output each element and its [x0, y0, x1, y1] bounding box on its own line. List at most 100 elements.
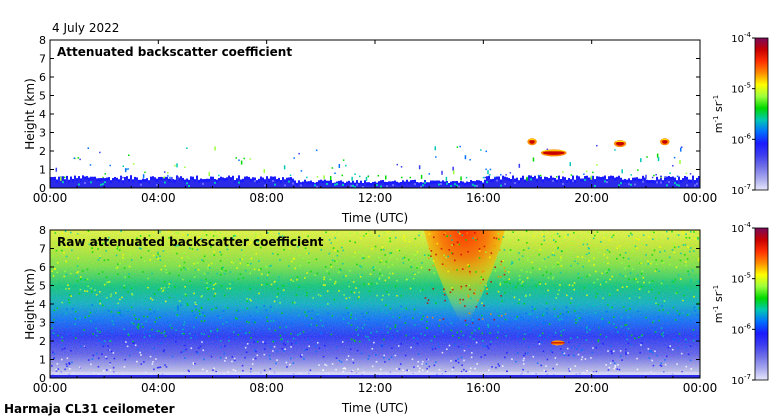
noise-pixel — [384, 361, 386, 363]
noise-pixel — [315, 258, 318, 261]
noise-pixel — [183, 261, 186, 264]
noise-pixel — [400, 324, 403, 326]
noise-pixel — [581, 317, 584, 320]
x-tick-label: 08:00 — [249, 191, 284, 205]
y-tick-label: 7 — [39, 53, 46, 66]
noise-pixel — [102, 342, 105, 345]
noise-pixel — [374, 245, 377, 248]
noise-pixel — [80, 279, 83, 282]
noise-pixel — [599, 333, 602, 336]
bl-column — [650, 179, 652, 188]
noise-pixel — [637, 310, 640, 313]
bl-edge — [140, 179, 142, 183]
bl-speck — [438, 183, 440, 186]
noise-pixel — [640, 272, 643, 275]
noise-pixel — [208, 267, 211, 269]
noise-pixel — [681, 230, 684, 233]
bl-column — [490, 179, 492, 188]
noise-pixel — [313, 320, 316, 323]
noise-pixel — [467, 264, 469, 266]
noise-pixel — [560, 259, 562, 261]
noise-pixel — [339, 269, 342, 272]
bl-speck — [350, 184, 352, 187]
noise-pixel — [333, 282, 336, 285]
bl-column — [128, 178, 130, 188]
noise-pixel — [108, 307, 111, 309]
bl-column — [548, 178, 550, 188]
noise-pixel — [561, 250, 563, 252]
bl-edge — [138, 179, 140, 183]
noise-pixel — [495, 237, 498, 240]
noise-pixel — [159, 259, 162, 262]
echo-speck — [480, 149, 482, 151]
noise-pixel — [516, 335, 519, 338]
noise-pixel — [451, 288, 454, 291]
noise-pixel — [661, 260, 663, 262]
noise-pixel — [220, 290, 222, 293]
noise-pixel — [457, 231, 460, 233]
bl-speck — [356, 183, 358, 186]
bl-edge — [86, 176, 88, 180]
x-tick-label: 20:00 — [574, 381, 609, 395]
bl-edge — [366, 182, 368, 186]
noise-pixel — [382, 248, 385, 251]
noise-pixel — [607, 350, 609, 352]
noise-pixel — [223, 237, 226, 239]
noise-pixel — [687, 353, 690, 356]
noise-pixel — [231, 290, 234, 292]
noise-pixel — [56, 261, 59, 264]
noise-pixel — [242, 277, 245, 279]
noise-pixel — [253, 341, 256, 343]
bl-speck — [104, 181, 106, 184]
echo-speck — [186, 147, 188, 149]
noise-pixel — [55, 368, 58, 371]
noise-pixel — [645, 244, 648, 246]
noise-pixel — [469, 273, 472, 275]
noise-pixel — [149, 297, 152, 300]
noise-pixel — [359, 275, 362, 278]
noise-pixel — [159, 366, 162, 369]
noise-pixel — [688, 236, 691, 239]
noise-pixel — [673, 243, 676, 245]
noise-pixel — [306, 272, 308, 274]
noise-pixel — [697, 239, 700, 242]
noise-pixel — [450, 252, 453, 254]
noise-pixel — [260, 267, 262, 270]
noise-pixel — [682, 312, 684, 315]
noise-pixel — [189, 332, 191, 335]
noise-pixel — [222, 310, 225, 312]
colorbar-bottom: 10-410-510-610-7m-1 sr-1 — [712, 221, 769, 387]
noise-pixel — [87, 230, 90, 233]
noise-pixel — [156, 241, 159, 244]
noise-pixel — [204, 245, 207, 247]
noise-pixel — [65, 246, 68, 248]
noise-pixel — [595, 241, 598, 243]
bl-edge — [464, 182, 466, 186]
echo-speck — [637, 169, 639, 171]
noise-pixel — [635, 278, 637, 280]
noise-pixel — [394, 236, 397, 239]
bl-speck — [604, 180, 606, 183]
noise-pixel — [369, 273, 372, 275]
bl-speck — [562, 183, 564, 186]
noise-pixel — [516, 316, 519, 318]
noise-pixel — [165, 269, 168, 271]
noise-pixel — [605, 364, 608, 366]
noise-pixel — [309, 369, 312, 372]
noise-pixel — [460, 285, 463, 288]
noise-pixel — [55, 249, 58, 252]
bl-column — [516, 177, 518, 188]
noise-pixel — [366, 234, 369, 236]
noise-pixel — [660, 327, 663, 329]
noise-pixel — [660, 297, 662, 299]
bl-speck — [284, 184, 286, 187]
noise-pixel — [590, 293, 593, 296]
noise-pixel — [543, 282, 545, 285]
bl-column — [170, 178, 172, 188]
bl-column — [384, 181, 386, 188]
bl-edge — [680, 179, 682, 183]
noise-pixel — [651, 359, 653, 362]
noise-pixel — [635, 237, 638, 240]
noise-pixel — [119, 298, 121, 301]
noise-pixel — [247, 264, 249, 266]
